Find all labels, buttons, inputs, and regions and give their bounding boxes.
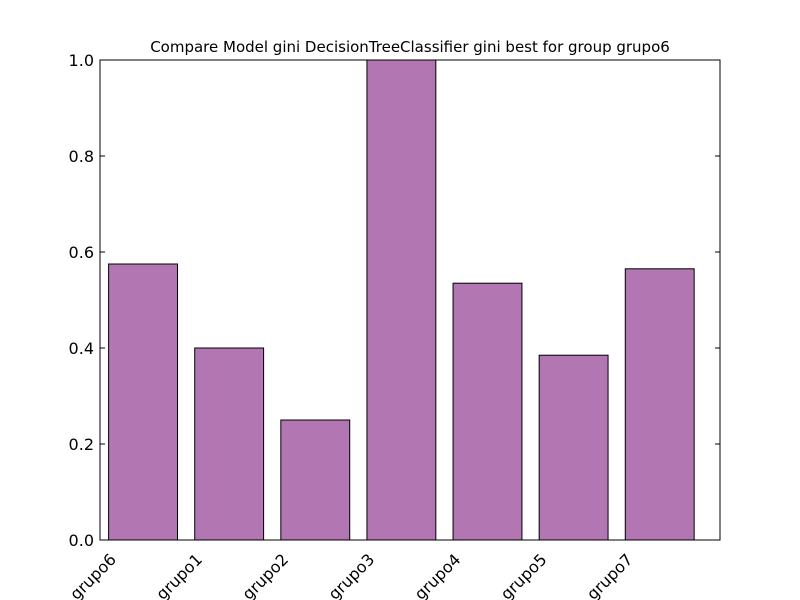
y-tick-label: 0.4 [69, 339, 94, 358]
bar-grupo4 [452, 282, 523, 541]
y-tick-label: 0.6 [69, 243, 94, 262]
bar-grupo2 [280, 419, 351, 541]
y-tick-label: 0.8 [69, 147, 94, 166]
bar-grupo7 [624, 268, 695, 541]
bars-layer [108, 59, 695, 541]
chart-title: Compare Model gini DecisionTreeClassifie… [150, 38, 670, 56]
bar-grupo3 [366, 59, 437, 541]
y-tick-label: 0.0 [69, 531, 94, 550]
bar-grupo5 [538, 354, 609, 541]
plot-frame [99, 59, 721, 541]
y-tick-label: 1.0 [69, 51, 94, 70]
bar-grupo1 [194, 347, 265, 541]
y-tick-label: 0.2 [69, 435, 94, 454]
bar-grupo6 [108, 263, 178, 541]
